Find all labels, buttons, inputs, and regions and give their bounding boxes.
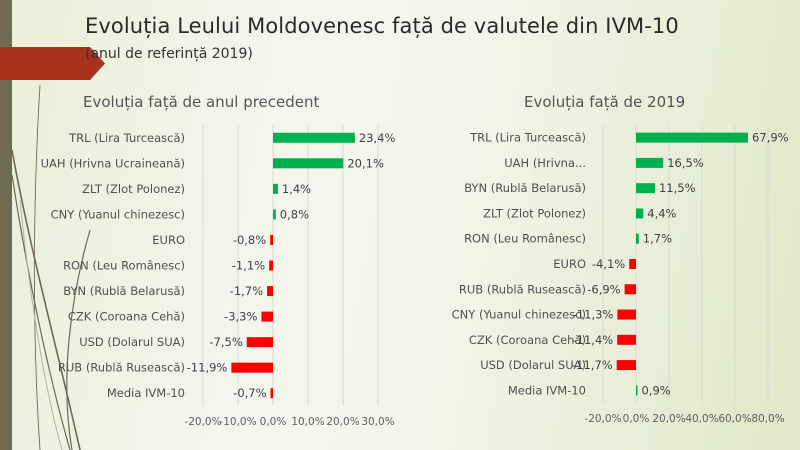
data-label: -11,7% — [572, 358, 613, 372]
slide-title: Evoluția Leului Moldovenesc față de valu… — [85, 14, 679, 38]
data-label: 1,4% — [282, 182, 311, 196]
bar — [636, 132, 749, 143]
data-label: -0,8% — [233, 233, 266, 247]
chart-left-title: Evoluția față de anul precedent — [83, 93, 320, 111]
data-label: -6,9% — [587, 282, 620, 296]
category-label: RON (Leu Românesc) — [63, 259, 185, 273]
data-label: -4,1% — [592, 257, 625, 271]
category-label: CNY (Yuanul chinezesc) — [452, 308, 586, 322]
category-label: EURO — [553, 257, 586, 271]
data-label: -0,7% — [233, 386, 266, 400]
bar — [636, 157, 664, 168]
category-label: CNY (Yuanul chinezesc) — [51, 207, 185, 221]
category-label: TRL (Lira Turcească) — [469, 131, 586, 145]
bar — [617, 334, 636, 345]
data-label: 4,4% — [647, 206, 676, 220]
decorative-grass-lines — [11, 84, 91, 450]
bar — [273, 183, 278, 194]
x-tick-label: 30,0% — [361, 416, 394, 428]
category-label: TRL (Lira Turcească) — [68, 131, 185, 145]
title-accent-arrow — [0, 47, 105, 80]
category-label: Media IVM-10 — [508, 383, 586, 397]
data-label: 11,5% — [659, 181, 696, 195]
x-tick-label: 0,0% — [260, 416, 287, 428]
bar — [636, 208, 644, 219]
chart-right-title: Evoluția față de 2019 — [524, 93, 686, 111]
bar — [273, 209, 276, 220]
bar — [617, 309, 636, 320]
category-label: UAH (Hrivna Ucraineană) — [41, 156, 185, 170]
data-label: 16,5% — [667, 156, 704, 170]
x-tick-label: 60,0% — [718, 413, 751, 425]
x-tick-label: 80,0% — [751, 413, 784, 425]
category-label: EURO — [152, 233, 185, 247]
bar — [231, 362, 273, 373]
data-label: -3,3% — [224, 310, 257, 324]
x-tick-label: -20,0% — [584, 413, 621, 425]
bar — [636, 183, 655, 194]
x-tick-label: -20,0% — [184, 416, 221, 428]
data-label: 0,8% — [280, 207, 309, 221]
x-tick-label: 20,0% — [652, 413, 685, 425]
x-tick-label: -10,0% — [219, 416, 256, 428]
bar — [624, 284, 636, 295]
data-label: -11,3% — [573, 308, 614, 322]
data-label: -1,1% — [232, 259, 265, 273]
bar — [270, 234, 273, 245]
category-label: RUB (Rublă Rusească) — [459, 282, 586, 296]
data-label: -7,5% — [209, 335, 242, 349]
bar — [636, 385, 638, 396]
data-label: 1,7% — [643, 232, 672, 246]
bar — [269, 260, 273, 271]
data-label: 20,1% — [347, 156, 384, 170]
category-label: USD (Dolarul SUA) — [79, 335, 185, 349]
data-label: 0,9% — [641, 383, 670, 397]
data-label: 67,9% — [752, 131, 789, 145]
bar — [616, 360, 636, 371]
x-tick-label: 0,0% — [623, 413, 650, 425]
data-label: -1,7% — [230, 284, 263, 298]
bar — [273, 158, 344, 169]
bar — [270, 388, 273, 399]
category-label: UAH (Hrivna... — [504, 156, 586, 170]
category-label: RUB (Rublă Rusească) — [58, 361, 185, 375]
bar — [267, 286, 273, 297]
data-label: -11,9% — [187, 361, 228, 375]
category-label: CZK (Coroana Cehă) — [469, 333, 586, 347]
x-tick-label: 10,0% — [291, 416, 324, 428]
bar — [636, 233, 639, 244]
category-label: RON (Leu Românesc) — [464, 232, 586, 246]
bar — [273, 132, 355, 143]
slide-subtitle: (anul de referință 2019) — [85, 46, 253, 62]
x-tick-label: 20,0% — [326, 416, 359, 428]
slide-sidebar-bar — [0, 0, 12, 450]
category-label: Media IVM-10 — [107, 386, 185, 400]
category-label: ZLT (Zlot Polonez) — [483, 206, 586, 220]
category-label: BYN (Rublă Belarusă) — [63, 284, 185, 298]
category-label: USD (Dolarul SUA) — [480, 358, 586, 372]
category-label: BYN (Rublă Belarusă) — [464, 181, 586, 195]
category-label: CZK (Coroana Cehă) — [68, 310, 185, 324]
category-label: ZLT (Zlot Polonez) — [82, 182, 185, 196]
data-label: -11,4% — [573, 333, 614, 347]
bar — [261, 311, 273, 322]
data-label: 23,4% — [359, 131, 396, 145]
bar — [629, 259, 636, 269]
x-tick-label: 40,0% — [685, 413, 718, 425]
bar — [246, 337, 273, 348]
